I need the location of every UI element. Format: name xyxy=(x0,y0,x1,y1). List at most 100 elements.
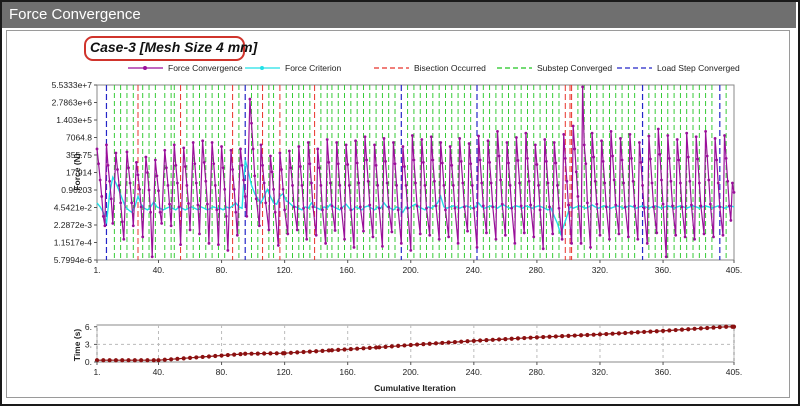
force-convergence-point xyxy=(223,187,227,191)
force-convergence-point xyxy=(462,205,466,209)
force-convergence-point xyxy=(210,141,214,144)
force-convergence-point xyxy=(707,178,711,182)
time-point xyxy=(187,355,193,360)
force-convergence-point xyxy=(467,142,471,145)
legend-label: Substep Converged xyxy=(537,63,612,73)
force-convergence-point xyxy=(106,164,110,167)
force-convergence-point xyxy=(685,131,689,135)
time-point xyxy=(724,324,729,329)
time-point xyxy=(553,334,558,339)
force-convergence-point xyxy=(567,203,570,207)
force-convergence-point xyxy=(647,134,651,138)
force-convergence-point xyxy=(248,97,252,101)
force-y-tick-label: 1.403e+5 xyxy=(56,115,92,125)
force-convergence-point xyxy=(727,204,731,208)
force-convergence-point xyxy=(704,130,708,133)
time-point xyxy=(361,346,366,351)
force-convergence-point xyxy=(683,235,687,239)
force-convergence-point xyxy=(418,232,422,236)
time-point xyxy=(268,351,273,356)
force-convergence-point xyxy=(510,206,514,210)
force-convergence-point xyxy=(444,208,447,212)
force-convergence-point xyxy=(302,206,305,210)
force-convergence-point xyxy=(655,231,659,235)
force-convergence-point xyxy=(346,163,350,166)
time-x-tick-label: 240. xyxy=(466,367,483,377)
force-convergence-point xyxy=(489,181,493,185)
force-convergence-point xyxy=(240,164,244,167)
force-convergence-point xyxy=(696,157,700,161)
force-convergence-point xyxy=(382,137,386,140)
force-convergence-point xyxy=(593,179,597,183)
force-x-tick-label: 200. xyxy=(402,265,419,275)
force-convergence-point xyxy=(305,237,309,241)
force-axis-label: Force (N) xyxy=(72,153,82,190)
force-convergence-point xyxy=(316,147,320,151)
force-convergence-point xyxy=(188,228,192,232)
time-point xyxy=(667,328,672,333)
time-point xyxy=(94,358,100,363)
force-convergence-point xyxy=(409,248,413,252)
time-point xyxy=(534,335,540,340)
time-x-tick-label: 320. xyxy=(592,367,609,377)
force-convergence-point xyxy=(224,214,228,218)
force-convergence-point xyxy=(362,229,365,233)
force-convergence-point xyxy=(557,206,561,210)
force-convergence-point xyxy=(146,171,149,174)
force-convergence-point xyxy=(280,168,283,171)
window-title: Force Convergence xyxy=(9,6,141,23)
cumulative-iteration-label: Cumulative Iteration xyxy=(374,383,456,393)
force-x-tick-label: 80. xyxy=(216,265,228,275)
force-convergence-point xyxy=(117,183,121,187)
force-convergence-point xyxy=(176,181,179,185)
time-y-tick-label: 6. xyxy=(85,322,92,332)
force-x-tick-label: 360. xyxy=(655,265,672,275)
force-convergence-point xyxy=(434,204,438,208)
force-convergence-point xyxy=(380,244,384,248)
time-point xyxy=(585,332,590,338)
force-convergence-point xyxy=(254,197,258,201)
force-convergence-point xyxy=(410,134,414,137)
force-convergence-point xyxy=(724,156,728,160)
force-convergence-point xyxy=(324,241,328,245)
force-convergence-point xyxy=(336,162,340,166)
force-convergence-point xyxy=(327,161,331,164)
force-convergence-point xyxy=(667,156,671,160)
force-convergence-point xyxy=(286,232,290,236)
force-y-tick-label: 1.1517e-4 xyxy=(54,238,93,248)
force-x-tick-label: 405. xyxy=(726,265,743,275)
time-point xyxy=(547,334,552,339)
time-x-tick-label: 360. xyxy=(655,367,672,377)
force-convergence-point xyxy=(680,205,684,209)
force-convergence-point xyxy=(352,245,356,249)
time-point xyxy=(329,348,335,353)
force-convergence-point xyxy=(459,159,463,163)
time-point xyxy=(243,351,248,356)
force-convergence-point xyxy=(314,233,318,237)
time-point xyxy=(604,331,609,337)
force-convergence-point xyxy=(149,210,153,214)
time-point xyxy=(572,333,577,338)
force-convergence-point xyxy=(371,235,375,239)
time-point xyxy=(465,339,470,344)
time-point xyxy=(389,344,394,349)
time-point xyxy=(731,324,737,329)
force-convergence-point xyxy=(261,164,264,167)
time-point xyxy=(673,327,678,333)
force-convergence-point xyxy=(243,195,247,198)
force-convergence-point xyxy=(272,187,275,191)
force-convergence-point xyxy=(574,170,578,174)
force-convergence-point xyxy=(365,158,369,162)
force-x-tick-label: 320. xyxy=(592,265,609,275)
force-convergence-point xyxy=(713,137,717,140)
force-convergence-point xyxy=(207,241,211,245)
force-convergence-point xyxy=(533,143,537,147)
force-convergence-point xyxy=(554,161,558,165)
force-convergence-point xyxy=(177,205,181,209)
force-convergence-point xyxy=(338,183,342,187)
force-convergence-point xyxy=(412,158,416,162)
force-convergence-point xyxy=(376,183,380,187)
force-convergence-point xyxy=(440,161,444,165)
force-convergence-point xyxy=(660,178,663,182)
